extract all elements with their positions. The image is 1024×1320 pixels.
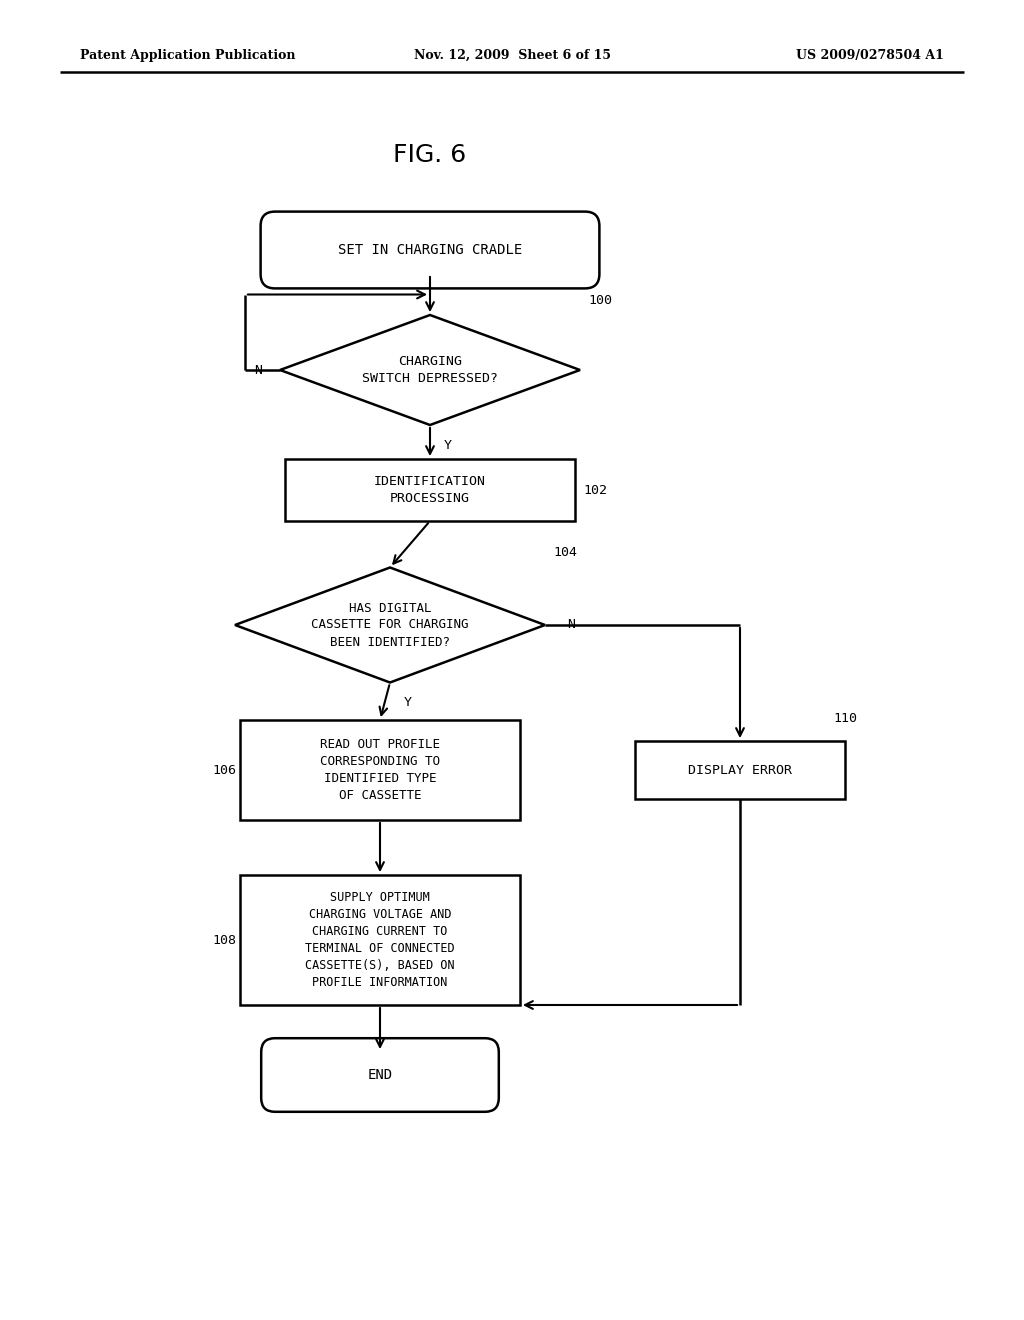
Polygon shape bbox=[234, 568, 545, 682]
Text: IDENTIFICATION
PROCESSING: IDENTIFICATION PROCESSING bbox=[374, 475, 486, 506]
FancyBboxPatch shape bbox=[260, 211, 599, 288]
Text: 100: 100 bbox=[588, 294, 612, 308]
Text: END: END bbox=[368, 1068, 392, 1082]
Text: Patent Application Publication: Patent Application Publication bbox=[80, 49, 296, 62]
Text: 108: 108 bbox=[212, 933, 236, 946]
Text: DISPLAY ERROR: DISPLAY ERROR bbox=[688, 763, 792, 776]
Bar bbox=[285, 459, 575, 521]
Text: HAS DIGITAL
CASSETTE FOR CHARGING
BEEN IDENTIFIED?: HAS DIGITAL CASSETTE FOR CHARGING BEEN I… bbox=[311, 602, 469, 648]
Text: 104: 104 bbox=[553, 546, 577, 560]
Text: Y: Y bbox=[444, 440, 452, 451]
FancyBboxPatch shape bbox=[261, 1039, 499, 1111]
Text: READ OUT PROFILE
CORRESPONDING TO
IDENTIFIED TYPE
OF CASSETTE: READ OUT PROFILE CORRESPONDING TO IDENTI… bbox=[319, 738, 440, 803]
Bar bbox=[240, 719, 520, 820]
Polygon shape bbox=[280, 315, 580, 425]
Text: Y: Y bbox=[404, 697, 412, 710]
Text: SET IN CHARGING CRADLE: SET IN CHARGING CRADLE bbox=[338, 243, 522, 257]
Bar bbox=[635, 741, 845, 799]
Text: Nov. 12, 2009  Sheet 6 of 15: Nov. 12, 2009 Sheet 6 of 15 bbox=[414, 49, 610, 62]
Text: SUPPLY OPTIMUM
CHARGING VOLTAGE AND
CHARGING CURRENT TO
TERMINAL OF CONNECTED
CA: SUPPLY OPTIMUM CHARGING VOLTAGE AND CHAR… bbox=[305, 891, 455, 989]
Text: FIG. 6: FIG. 6 bbox=[393, 143, 467, 168]
Text: 110: 110 bbox=[833, 713, 857, 726]
Text: N: N bbox=[254, 363, 262, 376]
Text: CHARGING
SWITCH DEPRESSED?: CHARGING SWITCH DEPRESSED? bbox=[362, 355, 498, 385]
Bar bbox=[240, 875, 520, 1005]
Text: N: N bbox=[567, 619, 575, 631]
Text: 106: 106 bbox=[212, 763, 236, 776]
Text: 102: 102 bbox=[583, 483, 607, 496]
Text: US 2009/0278504 A1: US 2009/0278504 A1 bbox=[796, 49, 944, 62]
